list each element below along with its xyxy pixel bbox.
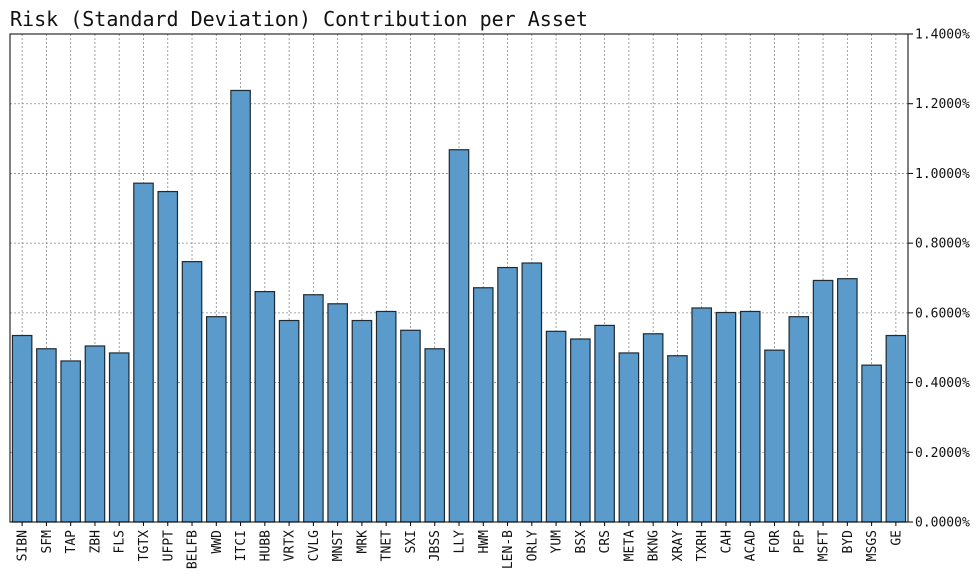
x-tick-label: ACAD bbox=[744, 530, 759, 561]
x-tick-label: BYD bbox=[841, 530, 856, 554]
y-tick-label: 0.6000% bbox=[915, 306, 970, 321]
x-tick-label: ITCI bbox=[234, 530, 249, 561]
x-tick-label: SXI bbox=[404, 530, 419, 553]
x-tick-label: GE bbox=[889, 530, 904, 546]
bar-hwm bbox=[472, 287, 494, 523]
x-tick-label: MSFT bbox=[817, 530, 832, 561]
x-tick-label: FOR bbox=[768, 530, 783, 554]
bar-belfb bbox=[181, 261, 203, 523]
x-tick-label: TXRH bbox=[695, 530, 710, 561]
bar-hubb bbox=[254, 290, 276, 523]
bar-pep bbox=[788, 316, 810, 523]
bar-msgs bbox=[861, 364, 882, 523]
bar-sibn bbox=[11, 334, 33, 523]
x-tick-label: SIBN bbox=[16, 530, 31, 561]
bar-cah bbox=[715, 311, 737, 523]
y-tick-label: 0.8000% bbox=[915, 237, 970, 252]
x-tick-label: CRS bbox=[598, 530, 613, 553]
y-tick-label: 0.4000% bbox=[915, 376, 970, 391]
bar-ufpt bbox=[157, 190, 179, 523]
bar-crs bbox=[594, 324, 615, 523]
y-axis-ticks: 0.0000% 0.2000% 0.4000% 0.6000% 0.8000% 1.000… bbox=[908, 28, 970, 531]
x-tick-label: ORLY bbox=[525, 530, 540, 561]
bar-acad bbox=[739, 310, 761, 523]
x-tick-label: UFPT bbox=[161, 530, 176, 561]
bar-tgtx bbox=[133, 182, 154, 523]
x-tick-label: HUBB bbox=[258, 530, 273, 561]
x-tick-label: FLS bbox=[113, 530, 128, 553]
bar-wwd bbox=[205, 316, 227, 523]
x-tick-label: LLY bbox=[453, 530, 468, 554]
x-tick-label: SFM bbox=[40, 530, 55, 554]
bar-sfm bbox=[36, 348, 57, 523]
bar-msft bbox=[812, 279, 834, 523]
x-tick-label: VRTX bbox=[283, 530, 298, 561]
x-tick-label: META bbox=[622, 530, 637, 561]
y-tick-label: 0.0000% bbox=[915, 516, 970, 531]
bar-lly bbox=[448, 149, 470, 523]
x-tick-label: WWD bbox=[210, 530, 225, 554]
y-tick-label: 1.2000% bbox=[915, 97, 970, 112]
x-tick-label: MSGS bbox=[865, 530, 880, 561]
x-tick-label: BKNG bbox=[647, 530, 662, 561]
x-tick-label: BELFB bbox=[186, 530, 201, 569]
bar-zbh bbox=[84, 345, 106, 523]
x-tick-label: ZBH bbox=[88, 530, 103, 553]
x-tick-label: TGTX bbox=[137, 530, 152, 561]
bar-bkng bbox=[642, 333, 664, 523]
bar-for bbox=[764, 349, 785, 523]
bars bbox=[11, 89, 907, 523]
bar-bsx bbox=[570, 338, 591, 523]
x-tick-label: BSX bbox=[574, 530, 589, 554]
bar-cvlg bbox=[303, 294, 324, 523]
x-tick-label: CAH bbox=[719, 530, 734, 553]
x-tick-label: PEP bbox=[792, 530, 807, 554]
x-tick-label: TAP bbox=[64, 530, 79, 554]
chart-title: Risk (Standard Deviation) Contribution p… bbox=[10, 7, 588, 31]
bar-fls bbox=[108, 352, 130, 523]
bar-sxi bbox=[400, 329, 421, 523]
x-tick-label: MNST bbox=[331, 530, 346, 561]
bar-byd bbox=[837, 278, 858, 523]
bar-txrh bbox=[691, 307, 713, 523]
bar-yum bbox=[545, 330, 567, 523]
x-tick-label: MRK bbox=[355, 530, 370, 554]
x-tick-label: LEN-B bbox=[501, 530, 516, 569]
bar-vrtx bbox=[278, 319, 300, 523]
bar-meta bbox=[618, 352, 640, 523]
x-tick-label: JBSS bbox=[428, 530, 443, 561]
x-axis-ticks: SIBN SFM TAP ZBH FLS TGTX UFPT BELFB WWD ITCI HUBB… bbox=[16, 522, 904, 569]
x-tick-label: CVLG bbox=[307, 530, 322, 561]
bar-mrk bbox=[351, 319, 373, 523]
bar-tap bbox=[60, 360, 81, 523]
x-tick-label: HWM bbox=[477, 530, 492, 554]
bar-itci bbox=[230, 89, 251, 523]
bar-orly bbox=[521, 262, 543, 523]
x-tick-label: XRAY bbox=[671, 530, 686, 561]
bar-tnet bbox=[375, 310, 397, 523]
bar-jbss bbox=[424, 348, 446, 523]
y-tick-label: 1.4000% bbox=[915, 28, 970, 43]
y-tick-label: 1.0000% bbox=[915, 167, 970, 182]
bar-len-b bbox=[497, 266, 518, 523]
bar-mnst bbox=[327, 303, 348, 523]
x-tick-label: YUM bbox=[550, 530, 565, 554]
bar-xray bbox=[667, 355, 688, 523]
bar-ge bbox=[885, 334, 907, 523]
x-tick-label: TNET bbox=[380, 530, 395, 561]
y-tick-label: 0.2000% bbox=[915, 446, 970, 461]
